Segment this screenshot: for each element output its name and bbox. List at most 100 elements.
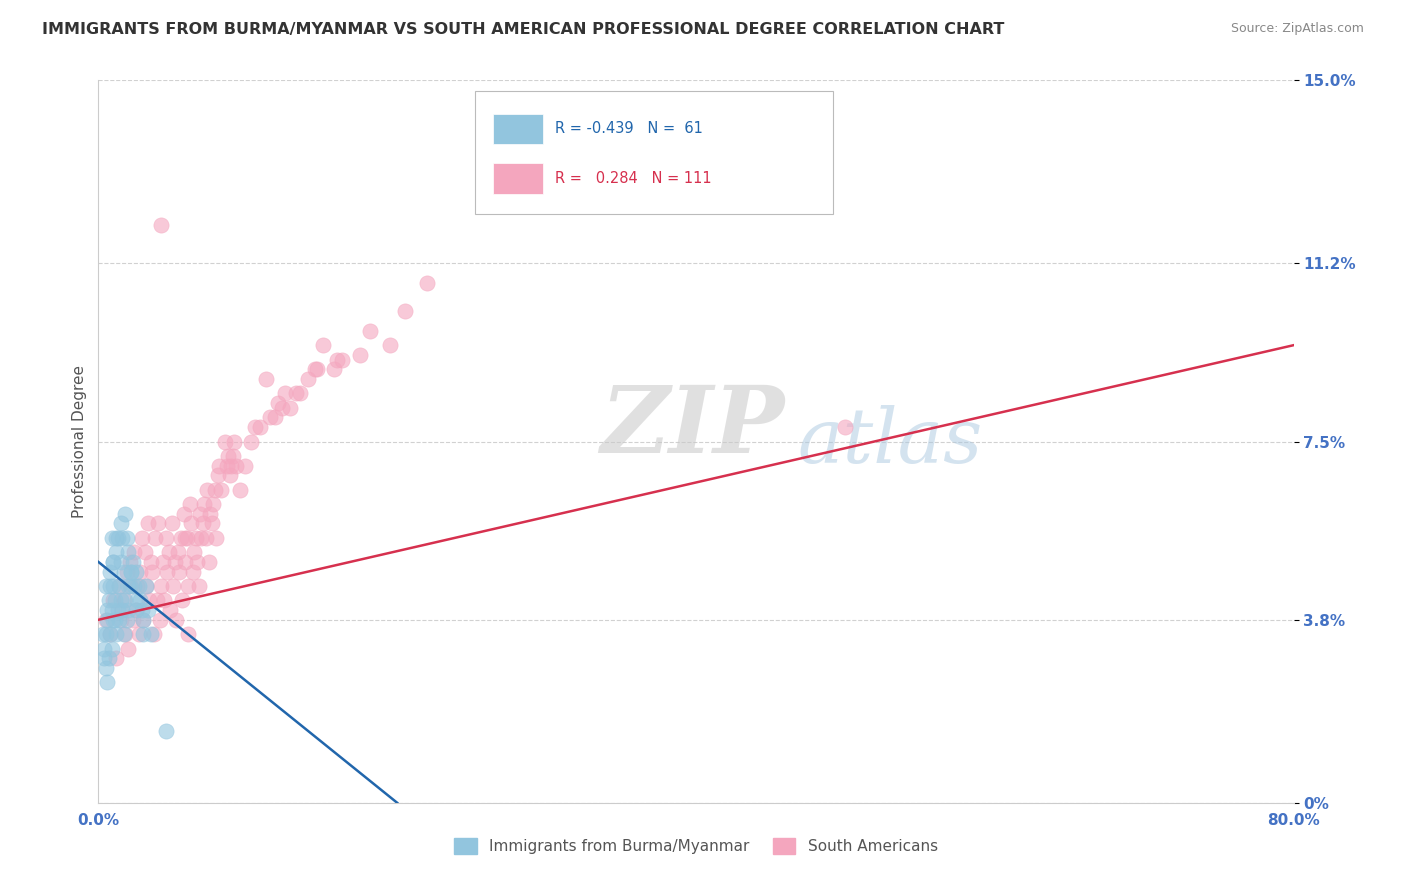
Point — [165, 613, 187, 627]
Point — [198, 555, 221, 569]
Point — [121, 613, 143, 627]
Point — [187, 579, 209, 593]
Point — [112, 565, 135, 579]
Point — [191, 516, 214, 531]
Point — [378, 338, 401, 352]
Point — [118, 579, 141, 593]
Point — [115, 613, 138, 627]
Point — [222, 449, 245, 463]
Point — [193, 497, 215, 511]
Point — [200, 507, 222, 521]
Point — [108, 579, 131, 593]
Point — [112, 593, 135, 607]
Point — [160, 516, 183, 531]
Point — [108, 579, 131, 593]
Point — [181, 565, 204, 579]
Point — [148, 516, 170, 531]
Point — [103, 555, 125, 569]
Point — [107, 603, 129, 617]
Point — [224, 434, 246, 449]
Point — [98, 627, 122, 641]
Point — [114, 593, 136, 607]
Text: IMMIGRANTS FROM BURMA/MYANMAR VS SOUTH AMERICAN PROFESSIONAL DEGREE CORRELATION : IMMIGRANTS FROM BURMA/MYANMAR VS SOUTH A… — [42, 22, 1004, 37]
Point — [138, 593, 160, 607]
Point — [104, 593, 127, 607]
Point — [202, 497, 225, 511]
Point — [197, 483, 219, 497]
Point — [135, 579, 157, 593]
Point — [125, 565, 148, 579]
Point — [132, 613, 155, 627]
Point — [359, 324, 381, 338]
Point — [117, 641, 139, 656]
FancyBboxPatch shape — [475, 91, 834, 214]
Point — [132, 627, 155, 641]
Point — [114, 507, 136, 521]
Point — [239, 434, 262, 449]
Point — [229, 483, 252, 497]
Point — [186, 555, 208, 569]
Point — [114, 627, 136, 641]
Point — [103, 579, 125, 593]
Point — [349, 348, 371, 362]
Text: Source: ZipAtlas.com: Source: ZipAtlas.com — [1230, 22, 1364, 36]
Point — [125, 603, 148, 617]
Point — [225, 458, 247, 473]
Point — [91, 627, 114, 641]
Point — [105, 627, 128, 641]
Point — [323, 362, 346, 376]
Point — [139, 555, 162, 569]
Legend: Immigrants from Burma/Myanmar, South Americans: Immigrants from Burma/Myanmar, South Ame… — [449, 832, 943, 860]
Point — [304, 362, 326, 376]
Point — [136, 516, 159, 531]
Point — [297, 372, 319, 386]
Point — [93, 651, 115, 665]
Point — [166, 545, 188, 559]
Point — [117, 603, 139, 617]
Point — [115, 565, 138, 579]
Point — [101, 641, 124, 656]
Point — [249, 420, 271, 434]
Point — [115, 531, 138, 545]
Point — [121, 555, 143, 569]
Point — [145, 593, 167, 607]
Point — [259, 410, 281, 425]
Point — [208, 458, 231, 473]
Point — [156, 565, 179, 579]
Point — [128, 579, 150, 593]
Point — [188, 507, 211, 521]
Text: atlas: atlas — [797, 405, 983, 478]
Point — [98, 565, 122, 579]
Point — [205, 531, 228, 545]
Point — [97, 593, 120, 607]
Point — [125, 603, 148, 617]
Point — [221, 458, 243, 473]
Point — [278, 401, 301, 415]
Point — [120, 565, 142, 579]
Point — [215, 458, 238, 473]
Point — [105, 651, 128, 665]
Point — [183, 545, 205, 559]
Point — [108, 613, 131, 627]
Point — [179, 497, 201, 511]
Point — [105, 531, 128, 545]
Point — [267, 396, 290, 410]
Point — [416, 276, 439, 290]
Point — [326, 352, 349, 367]
Point — [834, 420, 856, 434]
Point — [105, 545, 128, 559]
Point — [117, 579, 139, 593]
Point — [129, 565, 152, 579]
Point — [155, 531, 177, 545]
Point — [180, 516, 202, 531]
Point — [162, 579, 184, 593]
Point — [124, 545, 146, 559]
Point — [174, 531, 197, 545]
Point — [94, 661, 117, 675]
Point — [141, 565, 163, 579]
Point — [263, 410, 285, 425]
Y-axis label: Professional Degree: Professional Degree — [72, 365, 87, 518]
Point — [134, 545, 156, 559]
Point — [153, 593, 176, 607]
Point — [98, 627, 122, 641]
